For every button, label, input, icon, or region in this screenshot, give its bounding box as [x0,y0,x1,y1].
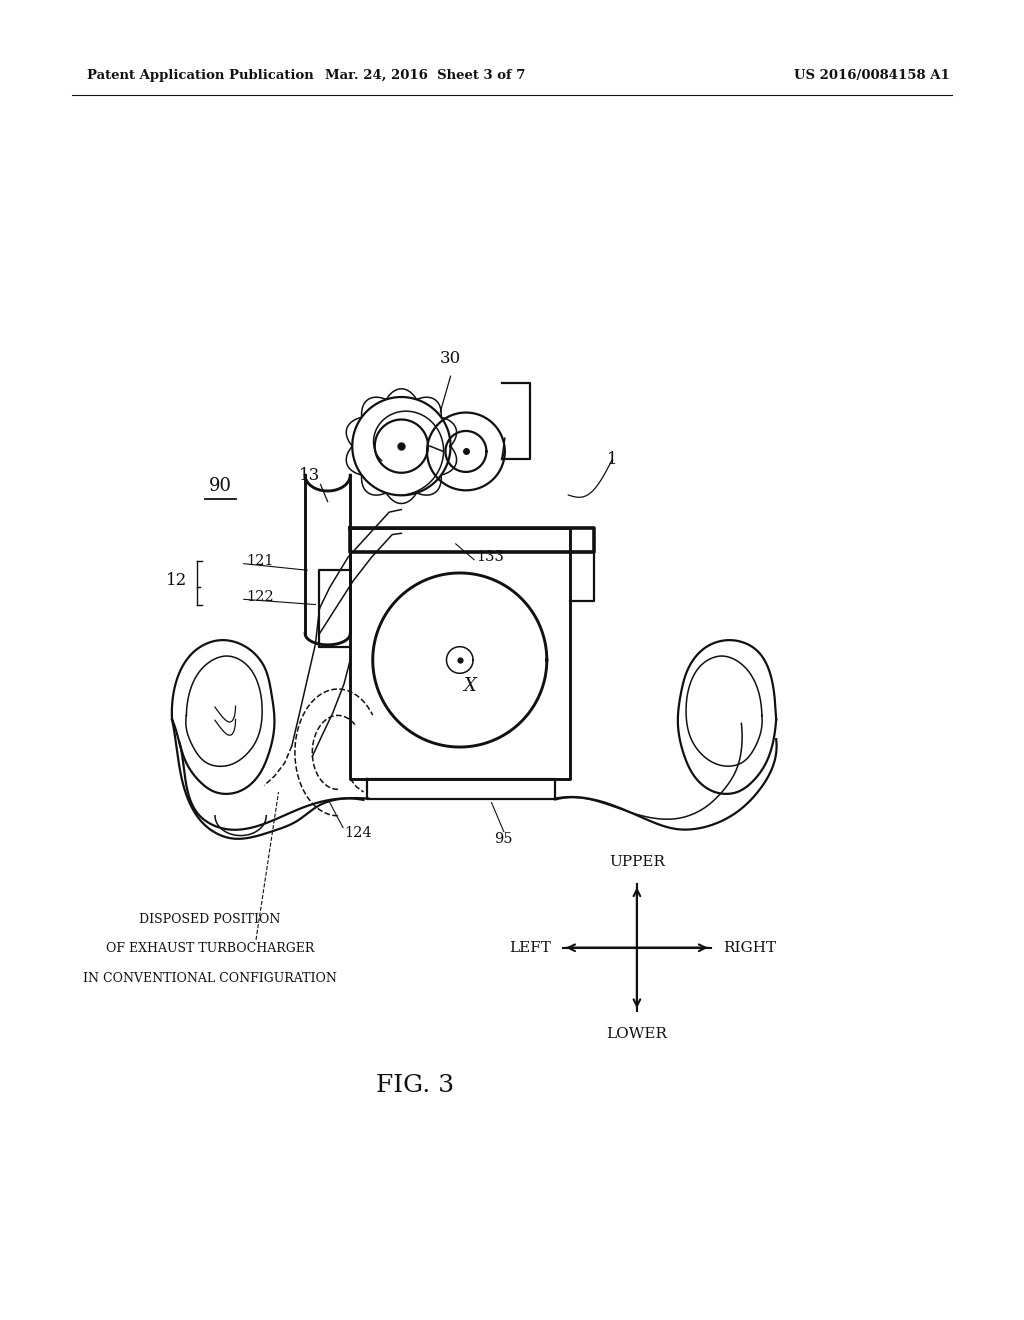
Text: LEFT: LEFT [509,941,551,954]
Text: 1: 1 [607,451,617,467]
Text: OF EXHAUST TURBOCHARGER: OF EXHAUST TURBOCHARGER [105,942,314,956]
Text: UPPER: UPPER [609,854,665,869]
Text: 124: 124 [345,826,372,841]
Text: DISPOSED POSITION: DISPOSED POSITION [139,913,281,927]
Text: FIG. 3: FIG. 3 [376,1073,454,1097]
Text: 13: 13 [299,467,319,483]
Text: 30: 30 [440,350,461,367]
Text: 133: 133 [476,550,504,564]
Text: 95: 95 [495,832,513,846]
Text: X: X [464,677,476,696]
Text: LOWER: LOWER [606,1027,668,1041]
Text: 90: 90 [209,477,231,495]
Text: US 2016/0084158 A1: US 2016/0084158 A1 [794,69,949,82]
Text: IN CONVENTIONAL CONFIGURATION: IN CONVENTIONAL CONFIGURATION [83,972,337,985]
Text: Mar. 24, 2016  Sheet 3 of 7: Mar. 24, 2016 Sheet 3 of 7 [325,69,525,82]
Text: 12: 12 [166,573,187,589]
Text: Patent Application Publication: Patent Application Publication [87,69,313,82]
Text: RIGHT: RIGHT [723,941,776,954]
Text: 122: 122 [246,590,273,603]
Text: 121: 121 [246,554,273,568]
